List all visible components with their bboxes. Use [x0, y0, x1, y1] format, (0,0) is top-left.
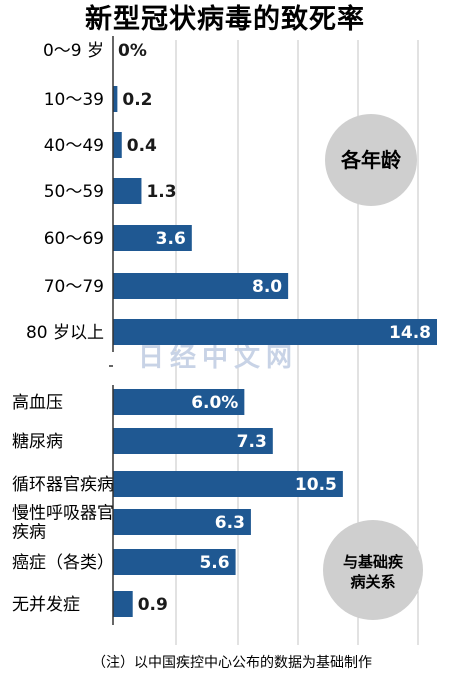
category-label: 50～59 — [44, 182, 104, 202]
value-label: 0% — [118, 41, 147, 61]
bar — [113, 549, 236, 575]
value-label: 5.6 — [199, 553, 229, 573]
bar — [113, 389, 245, 415]
value-label: 6.0% — [191, 393, 238, 413]
watermark: 日经中文网 — [138, 342, 298, 373]
bar — [113, 428, 273, 454]
badge-circle — [325, 114, 417, 206]
value-label: 0.2 — [122, 90, 152, 110]
bar-row: 循环器官疾病 10.5 — [12, 471, 343, 497]
bar — [113, 273, 289, 299]
category-label: 慢性呼吸器官 — [12, 503, 114, 524]
bar — [113, 132, 122, 158]
category-label: 癌症（各类） — [12, 553, 114, 573]
badge-label: 与基础疾 — [343, 553, 404, 571]
badge-circle — [323, 520, 423, 620]
bar — [113, 178, 142, 204]
category-label: 10～39 — [44, 90, 104, 110]
bar-row: 10～39 0.2 — [44, 86, 153, 112]
bar — [113, 509, 251, 535]
category-label: 循环器官疾病 — [12, 475, 114, 495]
value-label: 14.8 — [389, 323, 431, 343]
category-label: 0～9 岁 — [43, 41, 104, 61]
category-label: 高血压 — [12, 393, 63, 413]
bar-row: 60～69 3.6 — [44, 225, 192, 251]
bar — [113, 591, 133, 617]
bar — [113, 86, 118, 112]
bar-row: 糖尿病 7.3 — [12, 428, 273, 454]
category-label: 40～49 — [44, 136, 104, 156]
bar — [113, 319, 437, 345]
value-label: 8.0 — [252, 277, 282, 297]
value-label: 0.4 — [127, 136, 157, 156]
bar — [113, 471, 343, 497]
bar-row: 80 岁以上 14.8 — [26, 319, 437, 345]
bar-row: 40～49 0.4 — [44, 132, 157, 158]
bar — [113, 225, 192, 251]
bar-row: 50～59 1.3 — [44, 178, 177, 204]
category-label: 疾病 — [12, 523, 46, 543]
bar-row: 70～79 8.0 — [44, 273, 289, 299]
bar-row: 癌症（各类） 5.6 — [12, 549, 236, 575]
value-label: 7.3 — [237, 432, 267, 452]
bar-row: 无并发症 0.9 — [12, 591, 168, 617]
value-label: 0.9 — [138, 595, 168, 615]
value-label: 10.5 — [295, 475, 337, 495]
badge-label: 各年龄 — [340, 148, 402, 172]
chart-title: 新型冠状病毒的致死率 — [85, 3, 365, 35]
category-label: 无并发症 — [12, 595, 80, 615]
category-label: 糖尿病 — [12, 432, 63, 452]
axes — [109, 36, 114, 625]
value-label: 1.3 — [146, 182, 176, 202]
bar-row: 0～9 岁 0% — [43, 41, 147, 61]
section-badge: 各年龄 — [325, 114, 417, 206]
category-label: 70～79 — [44, 277, 104, 297]
bars: 0～9 岁 0% 10～39 0.2 40～49 0.4 50～59 1.3 60～69 3.6 7… — [12, 41, 437, 617]
category-label: 60～69 — [44, 229, 104, 249]
category-label: 80 岁以上 — [26, 323, 104, 343]
value-label: 3.6 — [156, 229, 186, 249]
value-label: 6.3 — [215, 513, 245, 533]
bar-row: 高血压 6.0% — [12, 389, 245, 415]
footnote: （注）以中国疾控中心公布的数据为基础制作 — [92, 654, 372, 671]
badge-label: 病关系 — [350, 573, 395, 591]
